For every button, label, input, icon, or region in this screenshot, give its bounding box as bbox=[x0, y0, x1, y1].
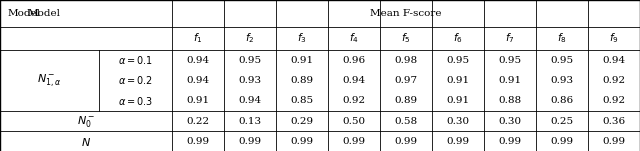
Text: 0.95: 0.95 bbox=[238, 56, 261, 64]
Text: 0.95: 0.95 bbox=[446, 56, 469, 64]
Text: 0.93: 0.93 bbox=[238, 76, 261, 85]
Text: 0.91: 0.91 bbox=[446, 76, 469, 85]
Text: 0.95: 0.95 bbox=[499, 56, 522, 64]
Text: $N^-_{1,\alpha}$: $N^-_{1,\alpha}$ bbox=[38, 72, 61, 88]
Text: 0.93: 0.93 bbox=[550, 76, 573, 85]
Text: $N^-_0$: $N^-_0$ bbox=[77, 114, 95, 129]
Text: Mean F-score: Mean F-score bbox=[370, 9, 442, 18]
Text: 0.94: 0.94 bbox=[238, 96, 261, 105]
Text: 0.89: 0.89 bbox=[290, 76, 313, 85]
Text: $f_6$: $f_6$ bbox=[453, 32, 463, 45]
Text: 0.29: 0.29 bbox=[290, 117, 313, 126]
Text: 0.86: 0.86 bbox=[550, 96, 573, 105]
Text: 0.99: 0.99 bbox=[550, 137, 573, 146]
Text: $N$: $N$ bbox=[81, 136, 91, 148]
Text: 0.89: 0.89 bbox=[394, 96, 417, 105]
Text: 0.91: 0.91 bbox=[446, 96, 469, 105]
Text: 0.30: 0.30 bbox=[499, 117, 522, 126]
Text: $\alpha = 0.1$: $\alpha = 0.1$ bbox=[118, 54, 153, 66]
Text: 0.92: 0.92 bbox=[602, 76, 625, 85]
Text: 0.94: 0.94 bbox=[342, 76, 365, 85]
Text: 0.98: 0.98 bbox=[394, 56, 417, 64]
Text: 0.99: 0.99 bbox=[342, 137, 365, 146]
Text: Model: Model bbox=[8, 9, 41, 18]
Text: $f_3$: $f_3$ bbox=[297, 32, 307, 45]
Text: 0.92: 0.92 bbox=[602, 96, 625, 105]
Text: 0.99: 0.99 bbox=[186, 137, 209, 146]
Text: $\alpha = 0.3$: $\alpha = 0.3$ bbox=[118, 95, 153, 107]
Text: 0.25: 0.25 bbox=[550, 117, 573, 126]
Text: 0.94: 0.94 bbox=[186, 56, 209, 64]
Text: 0.99: 0.99 bbox=[394, 137, 417, 146]
Text: 0.88: 0.88 bbox=[499, 96, 522, 105]
Text: 0.94: 0.94 bbox=[186, 76, 209, 85]
Text: $f_2$: $f_2$ bbox=[245, 32, 254, 45]
Text: 0.85: 0.85 bbox=[290, 96, 313, 105]
Text: 0.99: 0.99 bbox=[499, 137, 522, 146]
Text: 0.95: 0.95 bbox=[550, 56, 573, 64]
Text: 0.30: 0.30 bbox=[446, 117, 469, 126]
Text: 0.99: 0.99 bbox=[290, 137, 313, 146]
Text: 0.94: 0.94 bbox=[602, 56, 625, 64]
Text: $\alpha = 0.2$: $\alpha = 0.2$ bbox=[118, 74, 152, 86]
Text: $f_4$: $f_4$ bbox=[349, 32, 358, 45]
Text: $f_1$: $f_1$ bbox=[193, 32, 202, 45]
Text: $f_9$: $f_9$ bbox=[609, 32, 619, 45]
Text: 0.36: 0.36 bbox=[602, 117, 625, 126]
Text: 0.91: 0.91 bbox=[290, 56, 313, 64]
Text: 0.99: 0.99 bbox=[238, 137, 261, 146]
Text: 0.96: 0.96 bbox=[342, 56, 365, 64]
Text: Model: Model bbox=[28, 9, 60, 18]
Text: 0.91: 0.91 bbox=[499, 76, 522, 85]
Text: 0.13: 0.13 bbox=[238, 117, 261, 126]
Text: 0.58: 0.58 bbox=[394, 117, 417, 126]
Text: 0.92: 0.92 bbox=[342, 96, 365, 105]
Text: $f_8$: $f_8$ bbox=[557, 32, 567, 45]
Text: 0.22: 0.22 bbox=[186, 117, 209, 126]
Text: 0.99: 0.99 bbox=[602, 137, 625, 146]
Text: 0.97: 0.97 bbox=[394, 76, 417, 85]
Text: 0.99: 0.99 bbox=[446, 137, 469, 146]
Text: 0.50: 0.50 bbox=[342, 117, 365, 126]
Text: $f_7$: $f_7$ bbox=[505, 32, 515, 45]
Text: $f_5$: $f_5$ bbox=[401, 32, 410, 45]
Text: 0.91: 0.91 bbox=[186, 96, 209, 105]
